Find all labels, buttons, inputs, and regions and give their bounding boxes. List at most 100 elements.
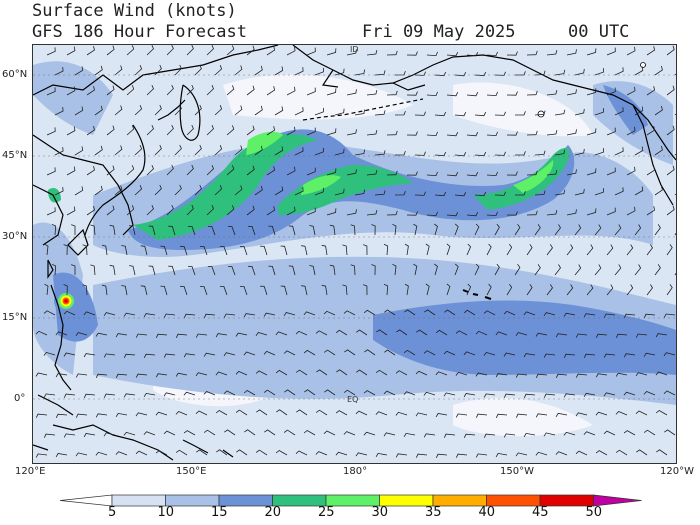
wind-barb <box>228 266 236 276</box>
colorbar-label: 5 <box>108 505 117 520</box>
forecast-date: Fri 09 May 2025 <box>362 22 516 42</box>
wind-barb <box>375 411 388 416</box>
wind-barb <box>423 391 436 396</box>
wind-barb <box>284 389 296 396</box>
wind-barb <box>594 224 602 236</box>
forecast-time: 00 UTC <box>568 22 630 42</box>
wind-barb <box>563 353 576 358</box>
wind-barb <box>566 284 574 296</box>
wind-barb <box>655 410 668 416</box>
wind-barb <box>228 226 236 236</box>
wind-barb <box>294 107 304 116</box>
wind-barb <box>216 449 228 456</box>
wind-barb <box>46 167 56 176</box>
wind-barb <box>114 145 123 156</box>
wind-barb <box>406 211 418 216</box>
wind-barb <box>654 65 663 76</box>
wind-barb <box>163 353 176 358</box>
wind-barb <box>634 186 644 196</box>
wind-barb <box>446 212 459 217</box>
wind-barb <box>263 389 276 396</box>
wind-barb <box>555 373 568 378</box>
wind-barb <box>546 284 553 296</box>
wind-barb <box>175 333 188 338</box>
wind-barb <box>354 69 366 76</box>
wind-barb <box>186 204 194 216</box>
wind-barb <box>323 349 336 356</box>
wind-barb <box>207 226 216 236</box>
wind-barb <box>463 393 476 398</box>
wind-barb <box>254 105 263 116</box>
wind-barb <box>494 111 506 116</box>
wind-barb <box>83 433 96 438</box>
wind-barb <box>304 389 316 396</box>
wind-barb <box>523 432 536 438</box>
wind-barb <box>546 170 558 176</box>
wind-barb <box>455 371 468 376</box>
wind-barb <box>394 190 406 196</box>
wind-barb <box>595 411 608 416</box>
wind-barb <box>595 373 608 378</box>
wind-barb <box>246 45 255 56</box>
wind-barb <box>603 353 616 358</box>
wind-barb <box>614 147 624 156</box>
wind-barb <box>643 352 656 357</box>
wind-barb <box>126 205 135 216</box>
wind-barb <box>103 312 116 317</box>
wind-barb <box>239 286 248 296</box>
wind-barb <box>174 64 182 76</box>
wind-barb <box>634 106 644 116</box>
wind-barb <box>626 284 634 296</box>
wind-barb <box>383 283 389 296</box>
wind-barb <box>654 185 663 196</box>
wind-barb <box>474 191 487 197</box>
wind-barb <box>95 373 108 378</box>
wind-barb <box>546 50 558 56</box>
wind-barb <box>414 191 426 196</box>
wind-barb <box>466 92 479 97</box>
wind-barb <box>196 449 208 456</box>
wind-barb <box>474 223 480 236</box>
wind-barb <box>623 353 636 358</box>
wind-barb <box>386 50 398 56</box>
wind-barb <box>295 330 308 336</box>
wind-barb <box>123 431 136 436</box>
wind-barb <box>63 310 76 316</box>
wind-barb <box>403 432 416 438</box>
wind-barb <box>286 86 296 96</box>
wind-barb <box>123 353 136 358</box>
wind-barb <box>226 205 235 216</box>
wind-barb <box>275 331 288 336</box>
wind-barb <box>54 147 64 156</box>
wind-barb <box>474 71 487 77</box>
wind-barb <box>86 86 95 96</box>
wind-barb <box>140 285 148 296</box>
wind-barb <box>606 87 616 96</box>
wind-barb <box>526 50 538 56</box>
wind-barb <box>83 393 96 398</box>
wind-barb <box>614 224 622 236</box>
wind-barb <box>523 393 536 398</box>
wind-barb <box>574 148 585 156</box>
wind-barb <box>363 244 368 256</box>
wind-barb <box>175 411 188 416</box>
wind-barb <box>129 265 136 276</box>
wind-barb <box>236 449 248 456</box>
wind-barb <box>514 223 521 236</box>
wind-barb <box>583 431 596 436</box>
wind-barb <box>214 145 223 156</box>
wind-barb <box>614 187 624 196</box>
wind-barb <box>264 429 276 436</box>
wind-barb <box>534 150 546 156</box>
wind-barb <box>183 313 196 318</box>
wind-barb <box>275 369 288 376</box>
wind-barb <box>86 46 95 56</box>
wind-barb <box>66 126 76 136</box>
wind-barb <box>326 128 337 136</box>
wind-map: ID EQ <box>32 44 677 464</box>
wind-barb <box>384 349 396 356</box>
wind-barb <box>323 310 336 316</box>
wind-barb <box>663 352 676 357</box>
wind-barb <box>35 453 48 458</box>
wind-20-25-areas <box>48 134 570 240</box>
